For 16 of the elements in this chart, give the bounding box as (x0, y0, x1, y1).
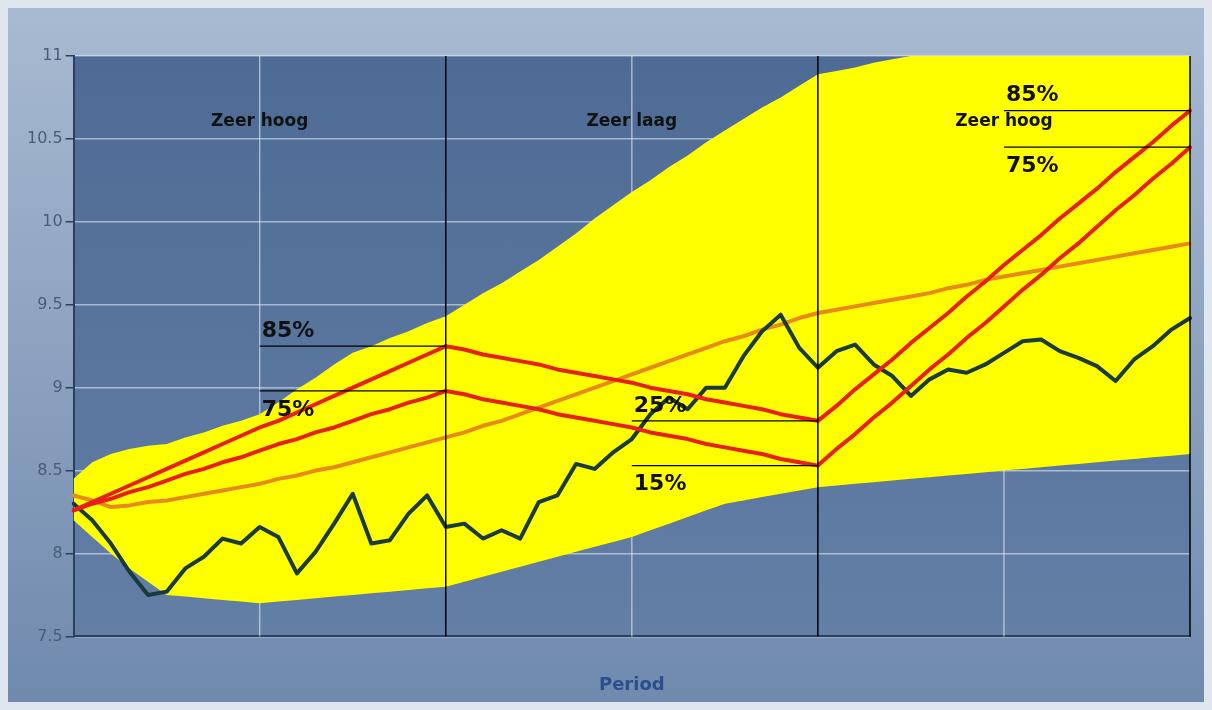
annotation: 85% (1005, 81, 1059, 107)
y-tick-label: 8.5 (37, 459, 63, 479)
annotation: 85% (261, 316, 315, 342)
y-tick-label: 11 (42, 45, 63, 65)
x-axis-title: Period (598, 672, 665, 694)
annotation: Zeer hoog (955, 110, 1053, 131)
annotation: Zeer laag (586, 110, 678, 131)
annotation: 15% (633, 470, 687, 496)
y-tick-label: 9.5 (37, 293, 63, 313)
y-tick-label: 8 (52, 542, 63, 562)
y-tick-label: 10 (42, 210, 63, 230)
y-tick-label: 9 (52, 376, 63, 396)
annotation: Zeer hoog (211, 110, 309, 131)
y-tick-label: 10.5 (27, 128, 63, 148)
annotation: 75% (1005, 151, 1059, 177)
y-tick-label: 7.5 (37, 625, 63, 645)
